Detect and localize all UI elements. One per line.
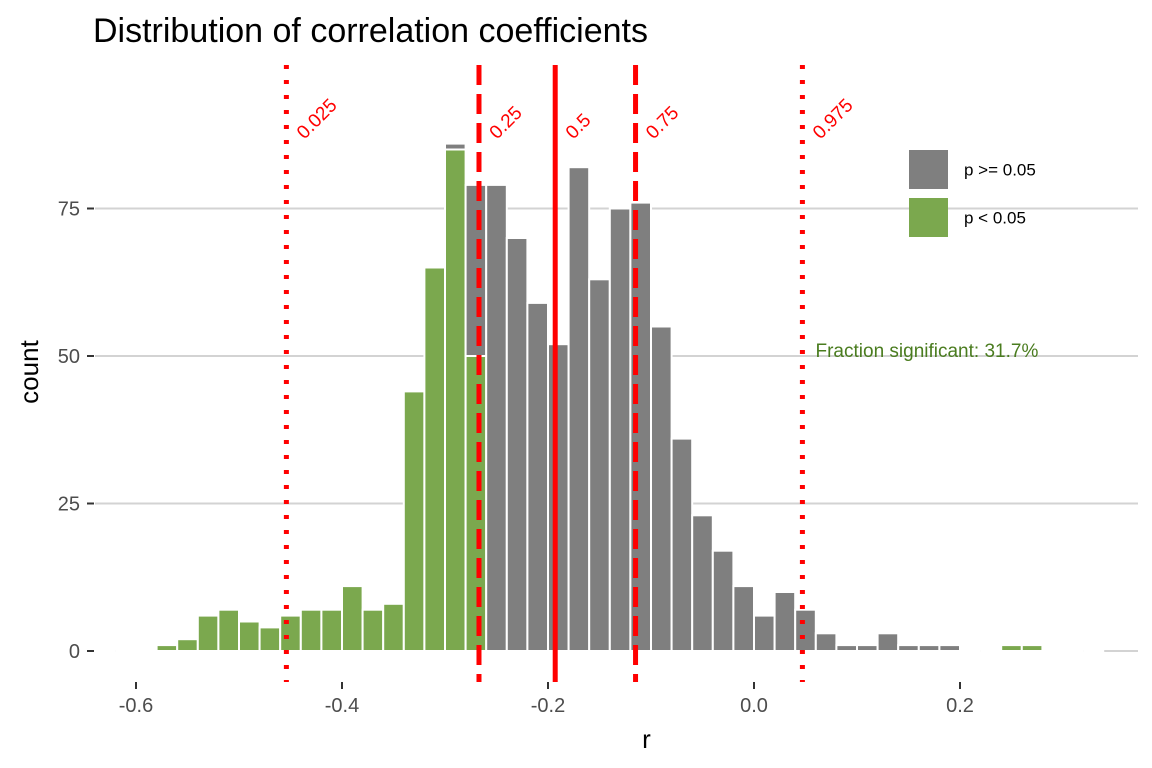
histogram-bar (464, 355, 488, 652)
histogram-bar (1020, 644, 1044, 652)
x-axis-title: r (642, 724, 651, 754)
histogram-bar (402, 390, 426, 652)
legend-label: p < 0.05 (964, 209, 1026, 228)
histogram-bar (711, 549, 735, 653)
quantile-label: 0.25 (486, 103, 527, 144)
legend-label: p >= 0.05 (964, 161, 1036, 180)
histogram-bar (856, 644, 879, 652)
histogram-bar (217, 608, 240, 653)
y-axis-title: count (14, 339, 44, 403)
y-tick-label: 75 (58, 199, 80, 221)
histogram-bar (794, 608, 817, 653)
histogram-bar (176, 638, 199, 653)
legend-swatch (909, 198, 948, 237)
y-tick-label: 50 (58, 346, 80, 368)
chart-title: Distribution of correlation coefficients (93, 12, 648, 50)
quantile-label: 0.5 (562, 110, 596, 144)
x-tick-label: 0.0 (740, 695, 768, 717)
axes: 0 25 50 75 -0.6 -0.4 -0.2 0.0 0.2 (58, 199, 974, 718)
histogram-bar (444, 148, 467, 652)
fraction-significant-annotation: Fraction significant: 31.7% (816, 341, 1039, 362)
histogram-bar (608, 207, 632, 652)
histogram-bar (423, 266, 446, 652)
legend-swatch (909, 150, 948, 189)
histogram-bar (814, 632, 838, 652)
histogram-bar (526, 301, 550, 652)
x-tick-label: 0.2 (946, 695, 974, 717)
histogram-bar (444, 142, 467, 151)
x-tick-label: -0.6 (119, 695, 153, 717)
histogram-bar (155, 644, 179, 652)
histogram-bar (732, 585, 756, 652)
histogram-bar (835, 644, 859, 652)
x-tick-label: -0.4 (325, 695, 359, 717)
histogram-bar (588, 278, 611, 652)
y-tick-label: 25 (58, 494, 80, 516)
histogram-bar (196, 614, 220, 652)
histogram-bar (485, 183, 508, 652)
histogram-bar (299, 608, 323, 653)
histogram-bar (1000, 644, 1023, 652)
histogram-bar (361, 608, 385, 653)
quantile-label: 0.975 (809, 95, 857, 143)
histogram-bar (917, 644, 941, 652)
y-tick-label: 0 (69, 641, 80, 663)
histogram-bar (320, 608, 343, 653)
histogram-bar (464, 183, 488, 357)
legend: p >= 0.05 p < 0.05 (909, 150, 1036, 237)
histogram-bar (258, 626, 282, 653)
histogram-bar (567, 166, 591, 652)
histogram-bar (505, 237, 529, 652)
histogram-bar (876, 632, 900, 652)
histogram-bar (650, 325, 673, 652)
quantile-label: 0.75 (642, 103, 683, 144)
histogram-bar (238, 620, 261, 652)
x-tick-label: -0.2 (531, 695, 565, 717)
quantile-label: 0.025 (293, 95, 341, 143)
histogram-bar (279, 614, 302, 652)
histogram-bar (938, 644, 962, 652)
histogram-bar (670, 437, 694, 652)
histogram-bar (753, 614, 776, 652)
histogram-bar (691, 514, 714, 652)
histogram-bar (773, 591, 797, 652)
histogram-bar (897, 644, 920, 652)
histogram-bar (382, 602, 405, 652)
histogram-bar (341, 585, 364, 652)
histogram-bar (547, 343, 570, 652)
bars (94, 142, 1105, 653)
